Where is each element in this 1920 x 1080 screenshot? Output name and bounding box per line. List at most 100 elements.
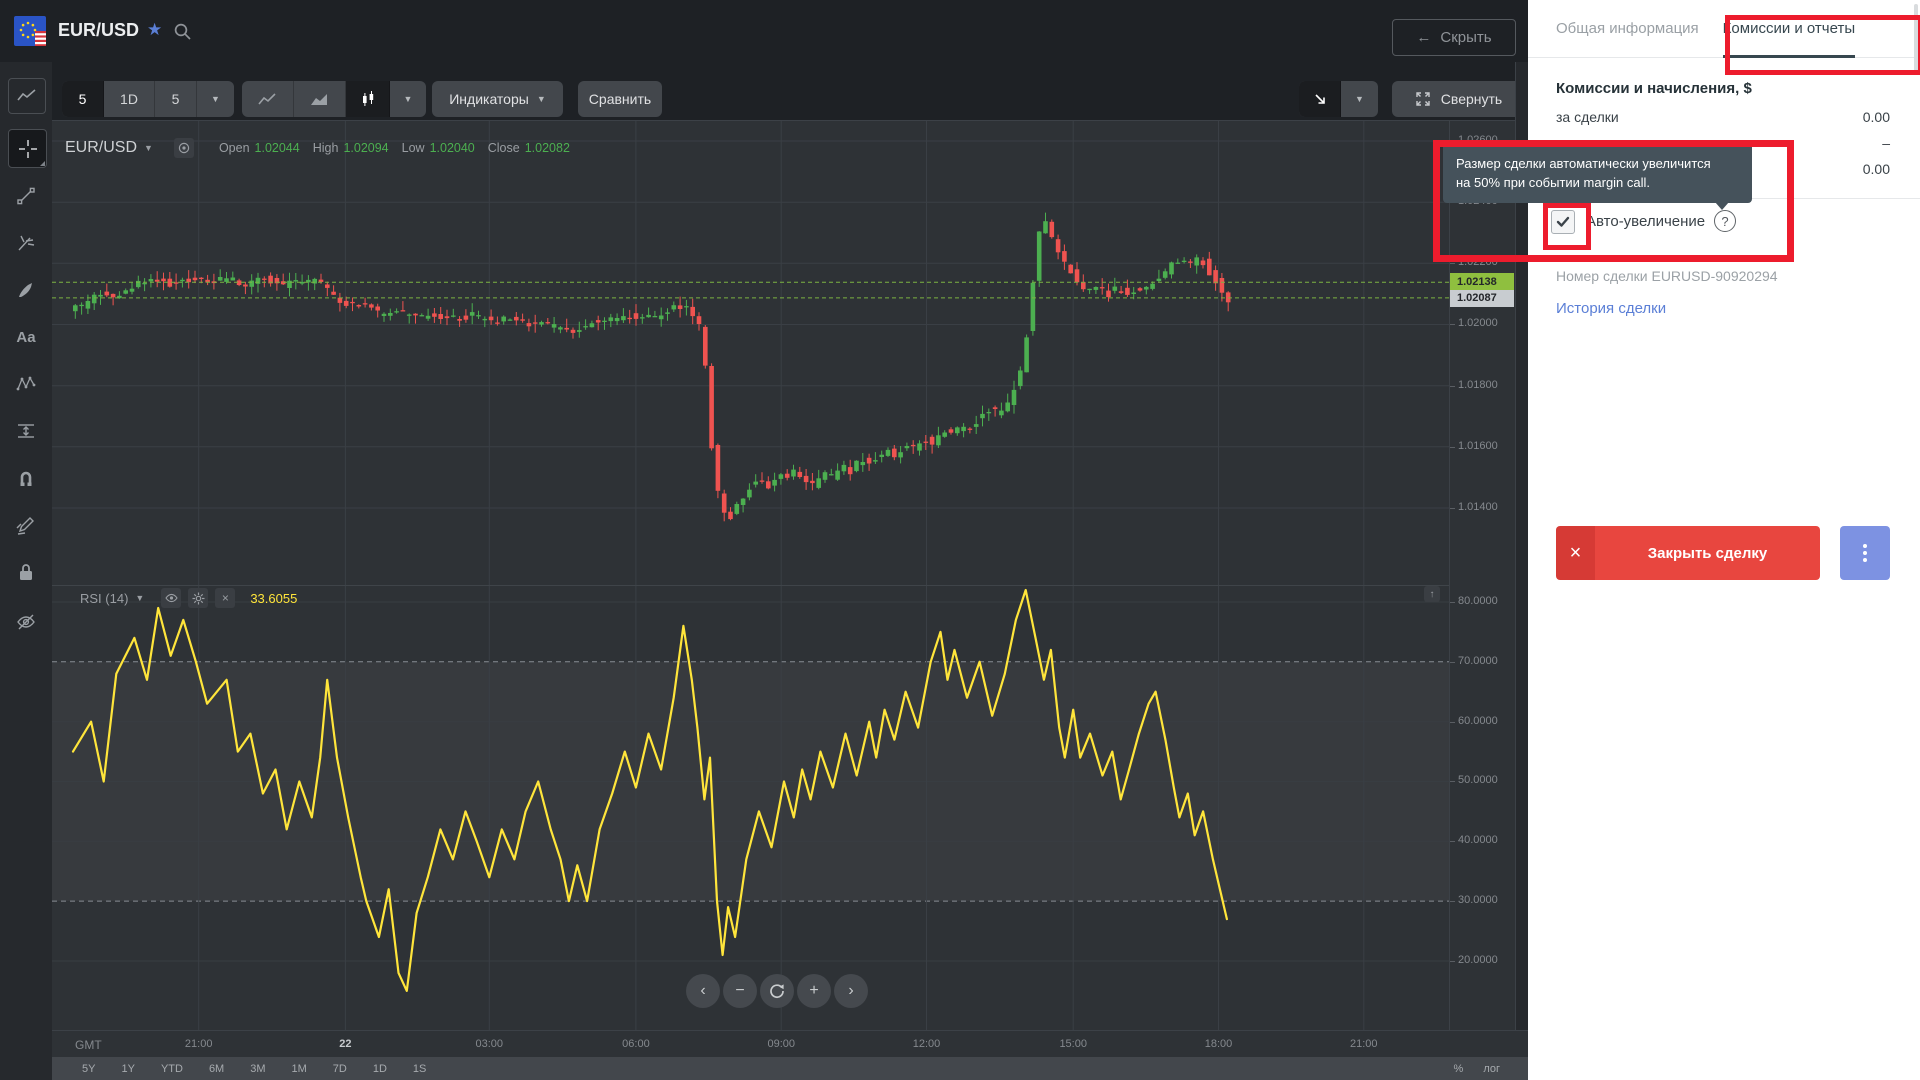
interval-dropdown[interactable]: ▼	[197, 81, 234, 117]
chevron-down-icon[interactable]: ▼	[135, 593, 145, 603]
rsi-header: RSI (14) ▼ × 33.6055	[80, 588, 297, 608]
trendline-tool[interactable]	[14, 184, 38, 208]
range-button-1d[interactable]: 1D	[372, 1062, 387, 1075]
chart-type-dropdown[interactable]: ▼	[390, 81, 426, 117]
magnet-tool[interactable]	[14, 466, 38, 490]
collapse-button[interactable]: Свернуть	[1392, 81, 1525, 117]
pitchfork-tool[interactable]	[14, 231, 38, 255]
legend-visibility-icon[interactable]	[173, 138, 194, 158]
help-icon[interactable]: ?	[1714, 210, 1736, 232]
price-tick-label: 1.01800	[1450, 378, 1498, 391]
search-icon[interactable]	[173, 22, 192, 41]
chart-navigation: ‹ − + ›	[686, 974, 868, 1008]
interval-button-1D[interactable]: 1D	[104, 81, 155, 117]
rsi-chart	[52, 586, 1449, 1031]
crosshair-tool[interactable]	[8, 129, 47, 168]
log-scale-button[interactable]: лог	[1483, 1062, 1500, 1075]
text-tool[interactable]: Aa	[14, 325, 38, 349]
panel-divider[interactable]	[52, 585, 1449, 586]
scale-mode-dropdown[interactable]: ▼	[1341, 81, 1378, 117]
commission-rows: за сделки 0.00 – 0.00	[1528, 104, 1920, 182]
auto-increase-checkbox[interactable]	[1551, 210, 1575, 234]
favorite-star-icon[interactable]: ★	[147, 20, 163, 39]
ohlc-item: Close 1.02082	[488, 141, 570, 155]
range-toolbar: 5Y 1Y YTD 6M 3M 1M 7D 1D 1S % лог	[52, 1057, 1528, 1080]
range-button-7d[interactable]: 7D	[332, 1062, 347, 1075]
time-tick-label: 12:00	[912, 1038, 941, 1050]
price-axis[interactable]: 1.026001.024001.022001.020001.018001.016…	[1449, 120, 1516, 1031]
range-button-1y[interactable]: 1Y	[121, 1062, 135, 1075]
deal-menu-button[interactable]	[1840, 526, 1890, 580]
percent-scale-button[interactable]: %	[1453, 1062, 1464, 1075]
indicators-label: Индикаторы	[449, 91, 529, 107]
ohlc-value: 1.02094	[343, 141, 389, 155]
ohlc-label: High	[312, 141, 339, 155]
scale-mode-button[interactable]	[1299, 81, 1341, 117]
ohlc-label: Open	[218, 141, 250, 155]
projection-tool[interactable]	[14, 419, 38, 443]
chevron-down-icon: ▼	[211, 94, 220, 104]
rsi-visibility-icon[interactable]	[161, 588, 182, 608]
time-tick-label: 22	[339, 1038, 352, 1050]
rsi-maximize-icon[interactable]: ↑	[1424, 586, 1440, 602]
hide-panel-button[interactable]: ← Скрыть	[1392, 19, 1516, 56]
range-buttons: 5Y 1Y YTD 6M 3M 1M 7D 1D 1S	[82, 1063, 426, 1075]
interval-button-5[interactable]: 5	[62, 81, 104, 117]
checkmark-icon	[1556, 216, 1570, 227]
rsi-tick-label: 50.0000	[1450, 774, 1498, 787]
arrow-down-right-icon	[1314, 94, 1325, 104]
range-button-1s[interactable]: 1S	[412, 1062, 427, 1075]
compare-button[interactable]: Сравнить	[578, 81, 662, 117]
pan-left-button[interactable]: ‹	[686, 974, 720, 1008]
hide-drawings-tool[interactable]	[14, 610, 38, 634]
close-deal-button[interactable]: Закрыть сделку	[1595, 526, 1820, 580]
timezone-button[interactable]: GMT	[75, 1038, 102, 1052]
pencil-icon	[16, 517, 34, 535]
scale-mode-group: ▼	[1299, 81, 1378, 117]
xabcd-pattern-icon	[16, 376, 36, 391]
indicators-button[interactable]: Индикаторы ▼	[432, 81, 563, 117]
lock-tool[interactable]	[14, 560, 38, 584]
line-chart-type-button[interactable]	[242, 81, 294, 117]
brush-tool[interactable]	[14, 278, 38, 302]
zoom-out-button[interactable]: −	[723, 974, 757, 1008]
ohlc-value: 1.02044	[254, 141, 300, 155]
commission-row: за сделки 0.00	[1528, 104, 1920, 130]
deal-history-link[interactable]: История сделки	[1556, 300, 1667, 317]
pan-right-button[interactable]: ›	[834, 974, 868, 1008]
range-button-6m[interactable]: 6M	[208, 1062, 225, 1075]
rsi-settings-icon[interactable]	[188, 588, 209, 608]
ohlc-values: Open 1.02044 High 1.02094 Low 1.02040 Close 1.0…	[219, 141, 570, 155]
interval-group: 5 1D 5 ▼	[62, 81, 234, 117]
ohlc-label: Close	[487, 141, 520, 155]
kebab-dot	[1863, 544, 1867, 548]
range-button-5y[interactable]: 5Y	[82, 1062, 96, 1075]
line-chart-icon	[258, 92, 276, 105]
tab-commissions-reports[interactable]: Комиссии и отчеты	[1722, 0, 1856, 58]
interval-button-5[interactable]: 5	[155, 81, 197, 117]
tab-general-info[interactable]: Общая информация	[1556, 20, 1699, 37]
range-button-3m[interactable]: 3M	[250, 1062, 266, 1075]
panel-scrollbar[interactable]	[1914, 4, 1918, 74]
reset-zoom-button[interactable]	[760, 974, 794, 1008]
rsi-close-icon[interactable]: ×	[215, 588, 236, 608]
commission-row-label: за сделки	[1556, 109, 1619, 125]
chart-area[interactable]	[52, 120, 1449, 1031]
pattern-tool[interactable]	[14, 372, 38, 396]
time-tick-label: 21:00	[1350, 1038, 1378, 1050]
rsi-label[interactable]: RSI (14)	[80, 590, 129, 606]
legend-symbol[interactable]: EUR/USD	[65, 139, 138, 156]
candles-chart-type-button[interactable]	[346, 81, 390, 117]
edit-drawings-tool[interactable]	[14, 513, 38, 537]
time-axis[interactable]: GMT 21:00 22 03:00 06:00 09:00 12:00 15:00 18:0…	[52, 1030, 1528, 1058]
lock-icon	[20, 564, 32, 580]
close-deal-x-button[interactable]: ×	[1556, 526, 1595, 580]
area-chart-type-button[interactable]	[294, 81, 346, 117]
zoom-in-button[interactable]: +	[797, 974, 831, 1008]
range-button-1m[interactable]: 1M	[291, 1062, 307, 1075]
range-button-ytd[interactable]: YTD	[160, 1062, 183, 1075]
chart-preview-button[interactable]	[8, 78, 46, 114]
chevron-down-icon[interactable]: ▼	[144, 143, 153, 153]
rsi-tick-label: 60.0000	[1450, 714, 1498, 727]
collapse-label: Свернуть	[1440, 91, 1503, 107]
